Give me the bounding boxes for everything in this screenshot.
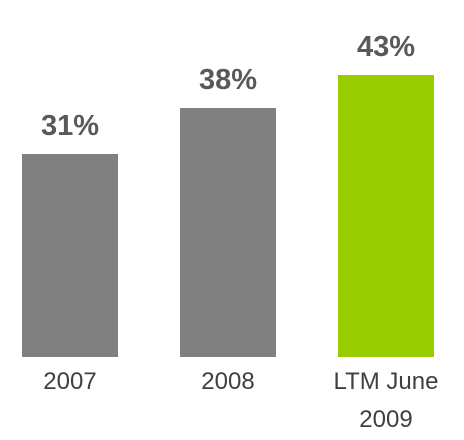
x-tick-label: LTM June 2009 xyxy=(333,368,439,433)
value-label: 43% xyxy=(356,31,416,64)
bar xyxy=(338,75,434,357)
value-label: 38% xyxy=(198,64,258,97)
bar xyxy=(180,108,276,357)
value-label: 31% xyxy=(40,109,100,142)
x-tick-label: 2008 xyxy=(201,368,255,395)
x-tick-label: 2007 xyxy=(43,368,97,395)
bar xyxy=(22,153,118,357)
